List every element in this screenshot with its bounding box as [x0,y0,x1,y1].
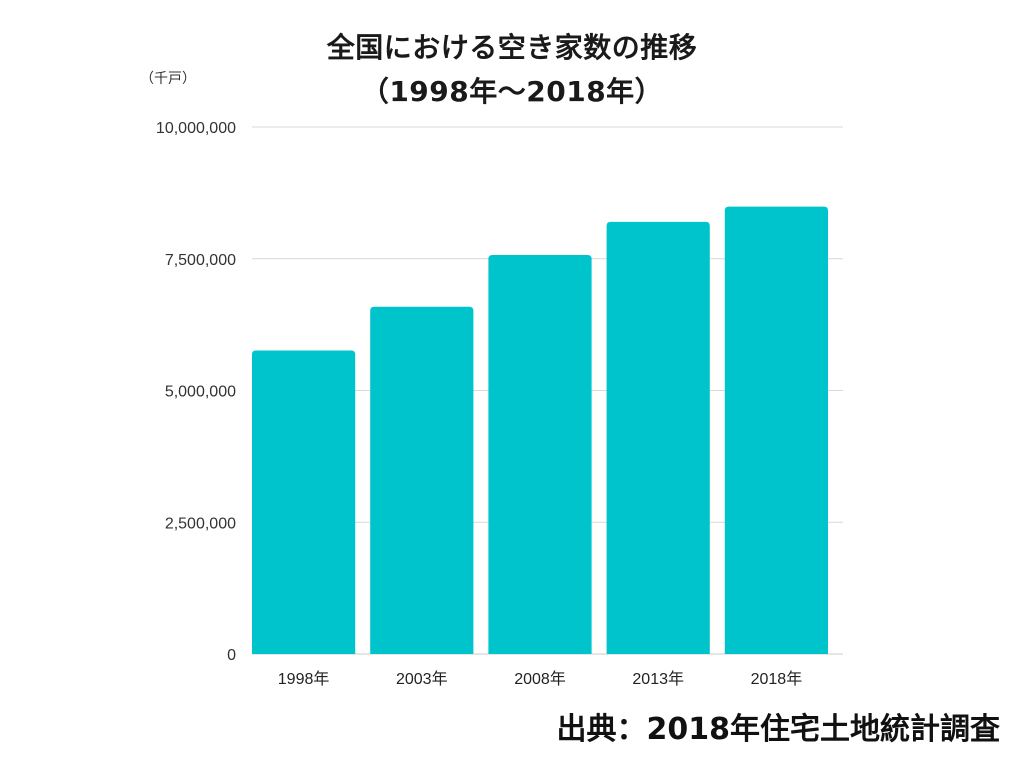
y-axis-ticks: 0 2,500,000 5,000,000 7,500,000 10,000,000 [156,120,236,664]
bar-2008年 [488,255,592,654]
x-category-label: 2003年 [396,670,448,688]
y-tick-label: 7,500,000 [165,252,236,269]
y-tick-label: 2,500,000 [165,515,236,532]
bar-2003年 [370,306,474,654]
x-category-label: 2018年 [751,670,803,688]
bar-2013年 [606,221,710,655]
x-category-label: 2013年 [632,670,684,688]
bar-2018年 [724,206,828,654]
x-category-label: 2008年 [514,670,566,688]
y-tick-label: 0 [227,647,236,664]
chart-subtitle: （1998年〜2018年） [360,75,664,108]
bars [252,206,828,655]
bar-1998年 [252,350,356,654]
y-tick-label: 5,000,000 [165,384,236,401]
chart-title: 全国における空き家数の推移 [326,31,698,64]
source-citation: 出典：2018年住宅土地統計調査 [556,712,1001,747]
y-tick-label: 10,000,000 [156,120,236,137]
y-axis-unit-label: （千戸） [140,71,196,87]
x-axis-categories: 1998年 2003年 2008年 2013年 2018年 [278,670,802,688]
x-category-label: 1998年 [278,670,330,688]
